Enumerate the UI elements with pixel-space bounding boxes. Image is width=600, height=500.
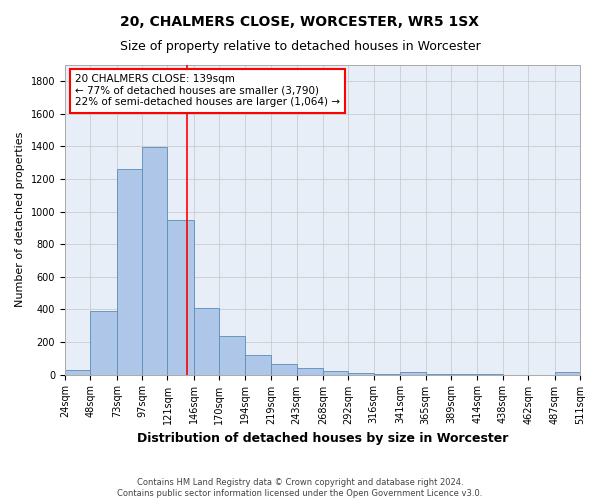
Bar <box>142 148 167 374</box>
Bar <box>245 355 271 374</box>
Bar <box>220 336 245 374</box>
Bar <box>349 373 374 374</box>
Bar <box>323 372 349 374</box>
Text: 20 CHALMERS CLOSE: 139sqm
← 77% of detached houses are smaller (3,790)
22% of se: 20 CHALMERS CLOSE: 139sqm ← 77% of detac… <box>75 74 340 108</box>
Bar <box>65 370 90 374</box>
X-axis label: Distribution of detached houses by size in Worcester: Distribution of detached houses by size … <box>137 432 508 445</box>
Bar <box>117 170 142 374</box>
Bar <box>167 220 194 374</box>
Text: 20, CHALMERS CLOSE, WORCESTER, WR5 1SX: 20, CHALMERS CLOSE, WORCESTER, WR5 1SX <box>121 15 479 29</box>
Y-axis label: Number of detached properties: Number of detached properties <box>15 132 25 308</box>
Bar <box>554 372 580 374</box>
Bar <box>296 368 323 374</box>
Bar <box>194 308 220 374</box>
Bar <box>271 364 296 374</box>
Text: Size of property relative to detached houses in Worcester: Size of property relative to detached ho… <box>119 40 481 53</box>
Bar <box>90 311 117 374</box>
Text: Contains HM Land Registry data © Crown copyright and database right 2024.
Contai: Contains HM Land Registry data © Crown c… <box>118 478 482 498</box>
Bar <box>400 372 425 374</box>
